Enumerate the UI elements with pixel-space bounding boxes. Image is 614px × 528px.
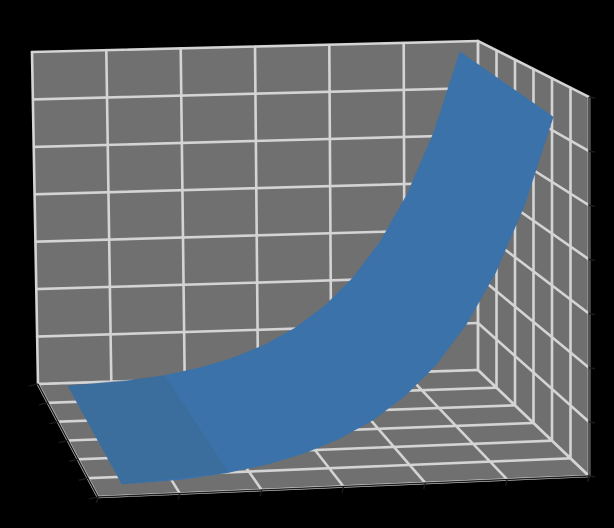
z-tick-0: [588, 475, 596, 478]
x-tick-3: [341, 486, 345, 493]
back-grid-x-3: [253, 45, 260, 379]
y-tick-5: [38, 402, 49, 406]
z-tick-7: [588, 96, 596, 99]
x-tick-6: [586, 475, 590, 483]
back-grid-x-1: [105, 48, 113, 384]
x-tick-4: [423, 482, 426, 490]
y-tick-3: [58, 439, 69, 444]
back-grid-z-4: [33, 180, 480, 196]
back-grid-x-2: [179, 46, 186, 381]
x-tick-1: [177, 493, 181, 500]
x-tick-2: [259, 489, 263, 497]
y-tick-1: [78, 477, 89, 481]
y-tick-4: [48, 421, 59, 425]
surface: [67, 51, 554, 485]
z-tick-2: [588, 367, 596, 370]
surface-shading: [68, 375, 229, 484]
z-tick-5: [588, 204, 596, 207]
surface-patch-11: [433, 51, 554, 206]
x-tick-0: [95, 496, 99, 504]
back-grid-z-6: [31, 86, 480, 101]
y-tick-6: [28, 383, 39, 387]
back-grid-z-5: [32, 133, 480, 149]
y-tick-2: [68, 458, 79, 462]
back-grid-z-7: [30, 39, 480, 54]
back-grid-x-0: [30, 50, 40, 386]
z-tick-4: [588, 258, 596, 262]
z-tick-3: [588, 312, 596, 316]
axis-lines: [28, 96, 596, 504]
z-tick-6: [588, 150, 596, 153]
z-tick-1: [588, 421, 596, 424]
x-tick-5: [505, 479, 508, 486]
y-tick-0: [88, 496, 99, 500]
